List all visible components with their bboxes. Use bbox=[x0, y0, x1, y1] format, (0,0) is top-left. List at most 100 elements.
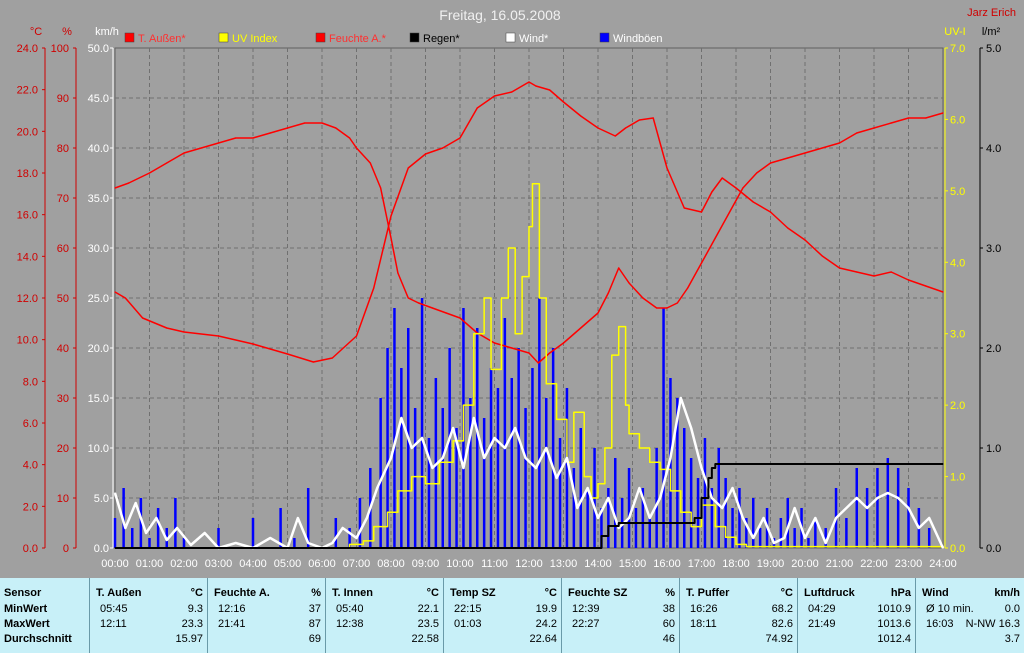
legend-swatch bbox=[218, 32, 229, 43]
temp-tick-label: 10.0 bbox=[17, 335, 38, 347]
data-point bbox=[556, 477, 558, 479]
data-point bbox=[397, 490, 399, 492]
data-point bbox=[411, 447, 413, 449]
data-point bbox=[524, 457, 527, 459]
data-point bbox=[269, 132, 271, 134]
data-point bbox=[580, 115, 582, 117]
data-point bbox=[190, 544, 192, 546]
x-tick-label: 11:00 bbox=[481, 558, 508, 570]
data-point bbox=[700, 211, 703, 213]
stat-unit: km/h bbox=[994, 587, 1020, 599]
data-point bbox=[507, 247, 509, 249]
series-feuchte-a bbox=[114, 112, 944, 364]
data-point bbox=[787, 227, 789, 229]
pct-tick-label: 90 bbox=[57, 93, 69, 105]
uv-tick-label: 1.0 bbox=[950, 472, 965, 484]
x-tick-label: 02:00 bbox=[170, 558, 198, 570]
data-point bbox=[714, 463, 716, 465]
data-point bbox=[649, 522, 651, 524]
series-t-au-en bbox=[114, 81, 944, 363]
data-point bbox=[556, 418, 558, 421]
data-point bbox=[535, 85, 537, 87]
data-point bbox=[545, 447, 547, 449]
wind-tick-label: 0.0 bbox=[94, 543, 109, 555]
data-point bbox=[235, 542, 237, 544]
stat-unit: °C bbox=[426, 587, 439, 599]
rain-tick-label: 4.0 bbox=[986, 143, 1001, 155]
data-point bbox=[155, 517, 157, 519]
legend-label: Feuchte A.* bbox=[329, 33, 387, 45]
data-point bbox=[493, 95, 496, 97]
data-point bbox=[735, 187, 737, 189]
data-point bbox=[114, 187, 116, 189]
data-point bbox=[942, 547, 944, 549]
data-point bbox=[307, 542, 309, 544]
data-point bbox=[366, 517, 368, 519]
temp-tick-label: 6.0 bbox=[23, 418, 38, 430]
legend-swatch bbox=[124, 32, 135, 43]
stat-unit: °C bbox=[780, 587, 793, 599]
stat-unit: % bbox=[665, 587, 675, 599]
data-point bbox=[562, 342, 565, 344]
data-point bbox=[531, 183, 534, 185]
data-point bbox=[845, 507, 848, 509]
stat-max-value: 60 bbox=[662, 618, 675, 630]
series-regen bbox=[114, 463, 944, 549]
data-point bbox=[928, 517, 930, 519]
data-point bbox=[752, 201, 754, 203]
data-point bbox=[528, 81, 530, 83]
stat-max-time: 22:27 bbox=[572, 618, 600, 630]
data-point bbox=[659, 497, 661, 499]
stat-min-time: 12:39 bbox=[572, 603, 600, 615]
stat-unit: hPa bbox=[890, 587, 911, 599]
data-point bbox=[656, 307, 658, 309]
wind-tick-label: 25.0 bbox=[88, 293, 109, 305]
data-point bbox=[373, 287, 375, 289]
data-point bbox=[773, 542, 775, 544]
x-tick-label: 21:00 bbox=[826, 558, 854, 570]
data-point bbox=[128, 182, 130, 184]
uv-tick-label: 7.0 bbox=[950, 43, 965, 55]
wind-tick-label: 15.0 bbox=[88, 393, 109, 405]
pct-tick-label: 10 bbox=[57, 493, 69, 505]
data-point bbox=[476, 107, 478, 109]
stat-avg-value: 69 bbox=[308, 633, 321, 645]
data-point bbox=[631, 522, 634, 524]
x-tick-label: 23:00 bbox=[895, 558, 923, 570]
data-point bbox=[638, 119, 641, 121]
uv-tick-label: 5.0 bbox=[950, 186, 965, 198]
data-point bbox=[235, 137, 237, 139]
data-point bbox=[711, 467, 713, 469]
legend-swatch bbox=[505, 32, 516, 43]
temp-tick-label: 18.0 bbox=[17, 168, 38, 180]
x-tick-label: 01:00 bbox=[136, 558, 164, 570]
pct-tick-label: 100 bbox=[51, 43, 69, 55]
x-tick-label: 16:00 bbox=[653, 558, 681, 570]
data-point bbox=[462, 404, 465, 406]
stat-avg-value: 22.58 bbox=[411, 633, 439, 645]
data-point bbox=[587, 487, 589, 489]
x-tick-label: 17:00 bbox=[688, 558, 716, 570]
data-point bbox=[166, 327, 168, 329]
data-point bbox=[711, 497, 713, 499]
data-point bbox=[431, 467, 433, 469]
data-point bbox=[535, 467, 537, 469]
rain-tick-label: 1.0 bbox=[986, 443, 1001, 455]
data-point bbox=[269, 537, 271, 539]
sensor-label-column: Sensor MinWert MaxWert Durchschnitt bbox=[0, 578, 88, 653]
stat-max-value: 23.5 bbox=[417, 618, 439, 630]
data-point bbox=[742, 187, 744, 189]
data-point bbox=[369, 162, 371, 164]
stat-name: T. Innen bbox=[332, 587, 373, 599]
data-point bbox=[794, 507, 796, 509]
stat-max-value: 23.3 bbox=[181, 618, 203, 630]
data-point bbox=[597, 517, 599, 519]
data-point bbox=[687, 287, 689, 289]
data-point bbox=[680, 397, 682, 399]
stat-max-time: 12:38 bbox=[336, 618, 364, 630]
stat-column: T. Innen °C 05:40 22.1 12:38 23.5 22.58 bbox=[325, 578, 443, 653]
x-tick-label: 14:00 bbox=[584, 558, 612, 570]
data-point bbox=[618, 522, 620, 524]
x-tick-label: 15:00 bbox=[619, 558, 647, 570]
stat-name: Wind bbox=[922, 587, 949, 599]
